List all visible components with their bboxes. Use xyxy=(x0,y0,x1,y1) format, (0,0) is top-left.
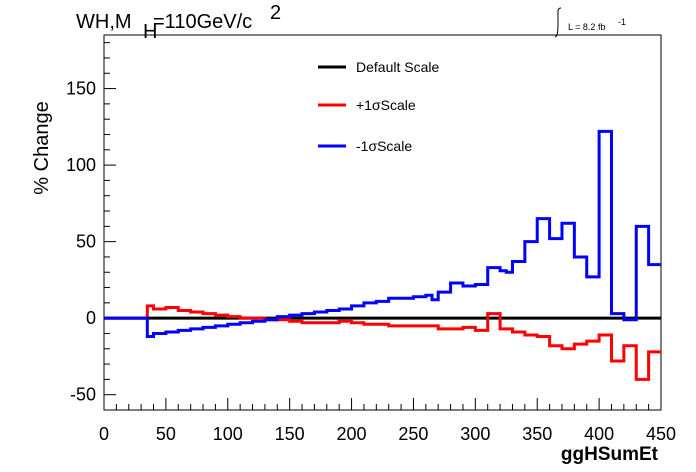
x-tick-label: 50 xyxy=(156,424,176,444)
x-tick-label: 100 xyxy=(213,424,243,444)
x-tick-label: 400 xyxy=(584,424,614,444)
y-axis-tick-labels: -50 0 50 100 150 xyxy=(66,79,96,405)
y-tick-label: 100 xyxy=(66,155,96,175)
x-axis-tick-labels: 0 50 100 150 200 250 300 350 400 450 xyxy=(99,424,676,444)
x-tick-label: 150 xyxy=(275,424,305,444)
chart-title-superscript: 2 xyxy=(270,2,281,24)
series-line-2 xyxy=(104,129,661,339)
chart-title-main: WH,M xyxy=(76,11,132,33)
legend-label-default-scale: Default Scale xyxy=(356,59,439,75)
chart-title-mass: =110GeV/c xyxy=(153,11,252,33)
luminosity-superscript: -1 xyxy=(618,17,626,27)
x-tick-label: 350 xyxy=(522,424,552,444)
integral-sign-icon xyxy=(554,7,562,38)
series-layer xyxy=(104,129,661,381)
legend-label-minus-1sigma: -1σScale xyxy=(356,138,412,154)
y-axis-title: % Change xyxy=(31,101,53,194)
x-tick-label: 200 xyxy=(337,424,367,444)
legend: Default Scale +1σScale -1σScale xyxy=(318,59,439,154)
luminosity-text: L = 8.2 fb xyxy=(568,22,605,32)
plot-frame xyxy=(103,34,662,411)
chart-title-subscript: H xyxy=(143,21,157,43)
y-tick-label: 50 xyxy=(76,232,96,252)
y-tick-label: -50 xyxy=(70,385,96,405)
y-axis-ticks xyxy=(104,42,116,411)
y-tick-label: 150 xyxy=(66,79,96,99)
x-tick-label: 300 xyxy=(460,424,490,444)
x-axis-ticks xyxy=(103,398,662,410)
x-tick-label: 450 xyxy=(646,424,676,444)
x-tick-label: 0 xyxy=(99,424,109,444)
luminosity-label: L = 8.2 fb -1 xyxy=(554,7,626,38)
series-line-1 xyxy=(104,304,661,381)
x-axis-title: ggHSumEt xyxy=(561,444,659,465)
legend-label-plus-1sigma: +1σScale xyxy=(356,97,416,113)
y-tick-label: 0 xyxy=(86,308,96,328)
x-tick-label: 250 xyxy=(398,424,428,444)
